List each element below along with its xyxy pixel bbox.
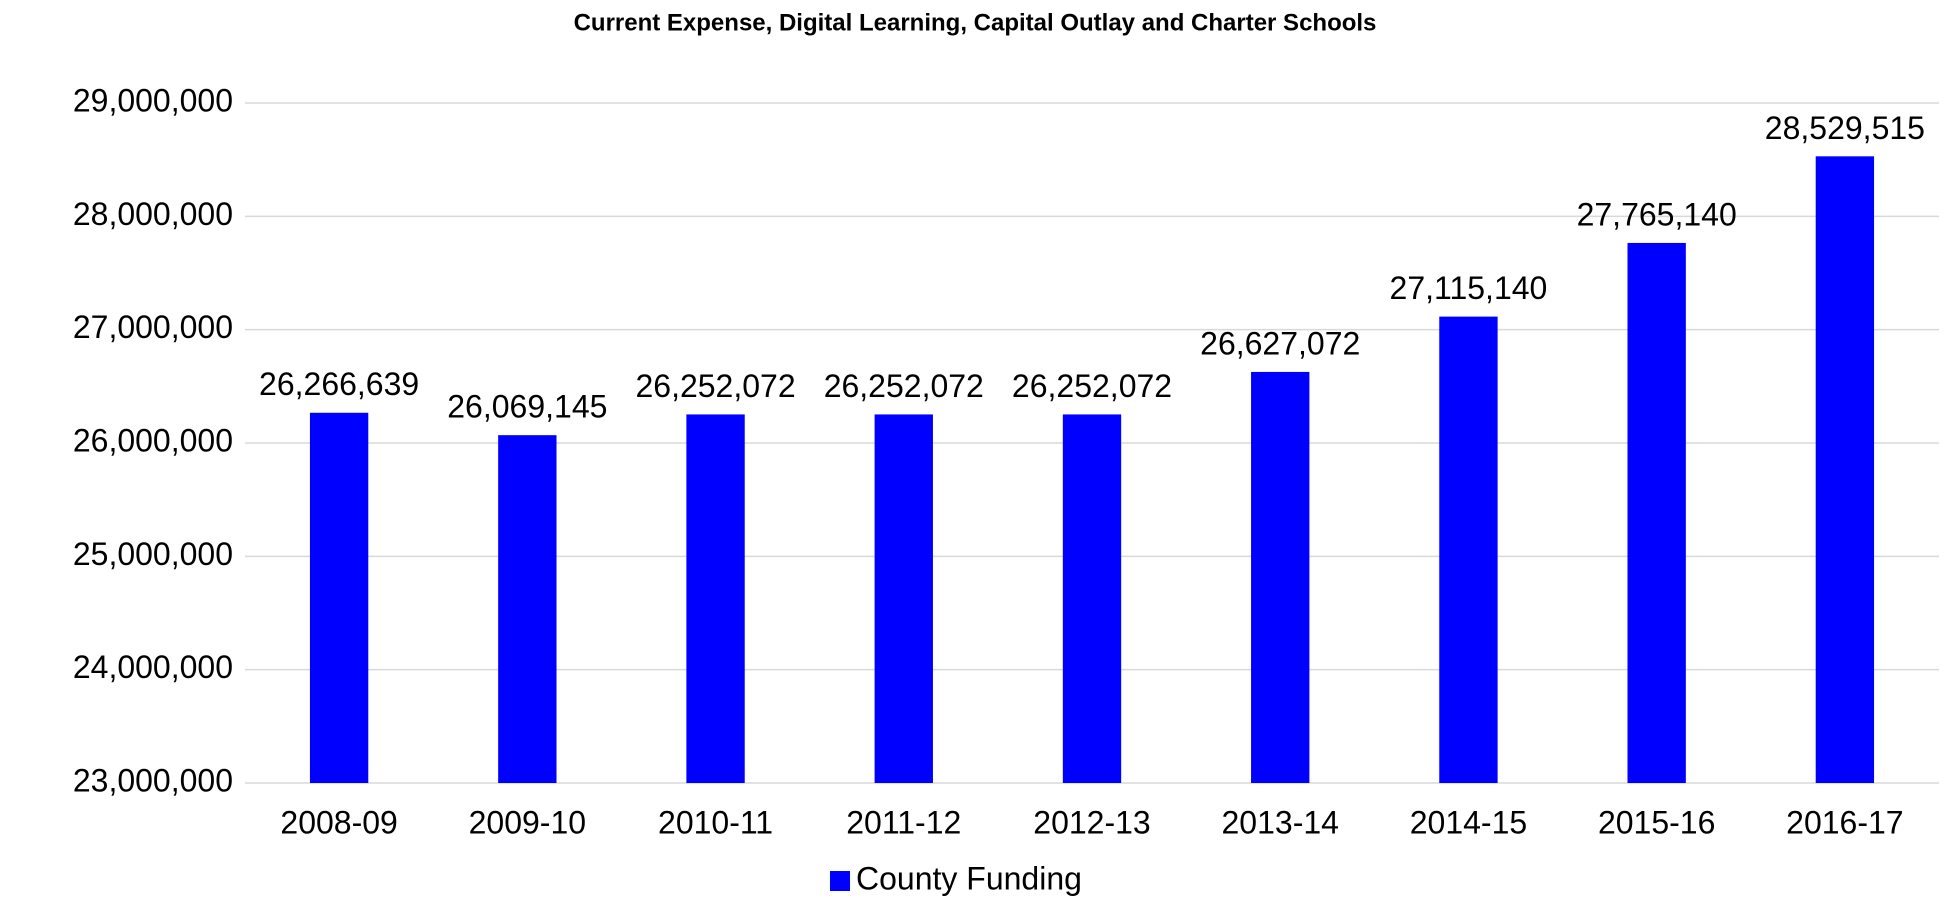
x-tick-label: 2014-15 — [1410, 804, 1527, 840]
data-label: 26,627,072 — [1200, 325, 1360, 361]
bar — [309, 412, 369, 783]
bar — [686, 414, 745, 783]
y-tick-label: 25,000,000 — [73, 536, 233, 572]
legend-swatch — [830, 871, 850, 891]
y-tick-label: 26,000,000 — [73, 422, 233, 458]
legend-label: County Funding — [856, 860, 1082, 896]
data-label: 26,266,639 — [259, 366, 419, 402]
x-tick-label: 2010-11 — [658, 804, 773, 840]
bar — [874, 414, 933, 783]
chart-title: Current Expense, Digital Learning, Capit… — [574, 9, 1377, 36]
bar — [498, 435, 557, 783]
bar — [1627, 242, 1686, 783]
y-tick-label: 29,000,000 — [73, 82, 233, 118]
data-label: 27,765,140 — [1577, 196, 1737, 232]
bar — [1251, 371, 1310, 783]
y-tick-label: 27,000,000 — [73, 309, 233, 345]
data-label: 27,115,140 — [1390, 270, 1548, 306]
y-tick-label: 28,000,000 — [73, 196, 233, 232]
data-label: 26,069,145 — [447, 389, 607, 425]
x-tick-label: 2009-10 — [469, 804, 586, 840]
data-label: 26,252,072 — [1012, 368, 1172, 404]
bar — [1439, 316, 1498, 783]
x-tick-label: 2015-16 — [1598, 804, 1715, 840]
x-tick-label: 2016-17 — [1786, 804, 1903, 840]
x-tick-label: 2013-14 — [1222, 804, 1339, 840]
bar — [1815, 156, 1875, 783]
x-tick-label: 2011-12 — [846, 804, 961, 840]
y-tick-label: 24,000,000 — [73, 649, 233, 685]
x-tick-label: 2008-09 — [280, 804, 397, 840]
y-tick-label: 23,000,000 — [73, 762, 233, 798]
bar — [1062, 414, 1122, 783]
data-label: 26,252,072 — [824, 368, 984, 404]
data-label: 28,529,515 — [1765, 110, 1925, 146]
data-label: 26,252,072 — [635, 368, 795, 404]
x-tick-label: 2012-13 — [1033, 804, 1150, 840]
